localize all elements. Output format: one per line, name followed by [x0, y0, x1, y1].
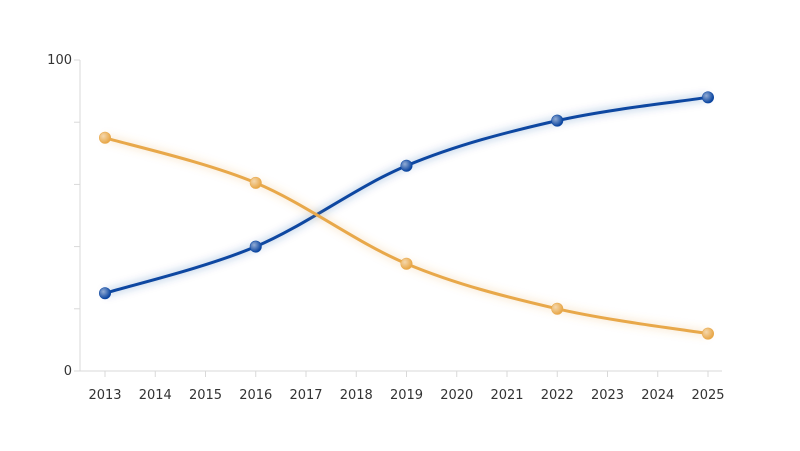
x-tick-label: 2018 — [340, 388, 373, 403]
x-tick-label: 2015 — [189, 388, 222, 403]
x-tick-label: 2024 — [641, 388, 674, 403]
series-1 — [99, 91, 714, 300]
data-point-highlight — [702, 91, 714, 103]
x-tick-label: 2014 — [139, 388, 172, 403]
data-point-highlight — [702, 328, 714, 340]
data-point-highlight — [250, 241, 262, 253]
axes — [74, 59, 722, 377]
tick-labels: 0 100 2013 2014 2015 2016 2017 2018 2019 2020 2021… — [47, 53, 724, 403]
data-point-highlight — [250, 177, 262, 189]
x-tick-label: 2021 — [490, 388, 523, 403]
x-tick-label: 2013 — [88, 388, 121, 403]
x-tick-label: 2022 — [541, 388, 574, 403]
x-tick-label: 2023 — [591, 388, 624, 403]
data-point-highlight — [551, 303, 563, 315]
x-tick-label: 2017 — [289, 388, 322, 403]
data-point-highlight — [551, 115, 563, 127]
series-2 — [99, 131, 714, 340]
series-group — [99, 91, 714, 340]
x-tick-label: 2025 — [691, 388, 724, 403]
data-point-highlight — [99, 132, 111, 144]
x-tick-label: 2019 — [390, 388, 423, 403]
y-tick-label: 100 — [47, 53, 72, 68]
data-point-highlight — [401, 258, 412, 270]
x-tick-label: 2020 — [440, 388, 473, 403]
x-tick-label: 2016 — [239, 388, 272, 403]
data-point-highlight — [99, 287, 111, 299]
data-point-highlight — [401, 160, 412, 172]
y-tick-label: 0 — [64, 364, 72, 379]
